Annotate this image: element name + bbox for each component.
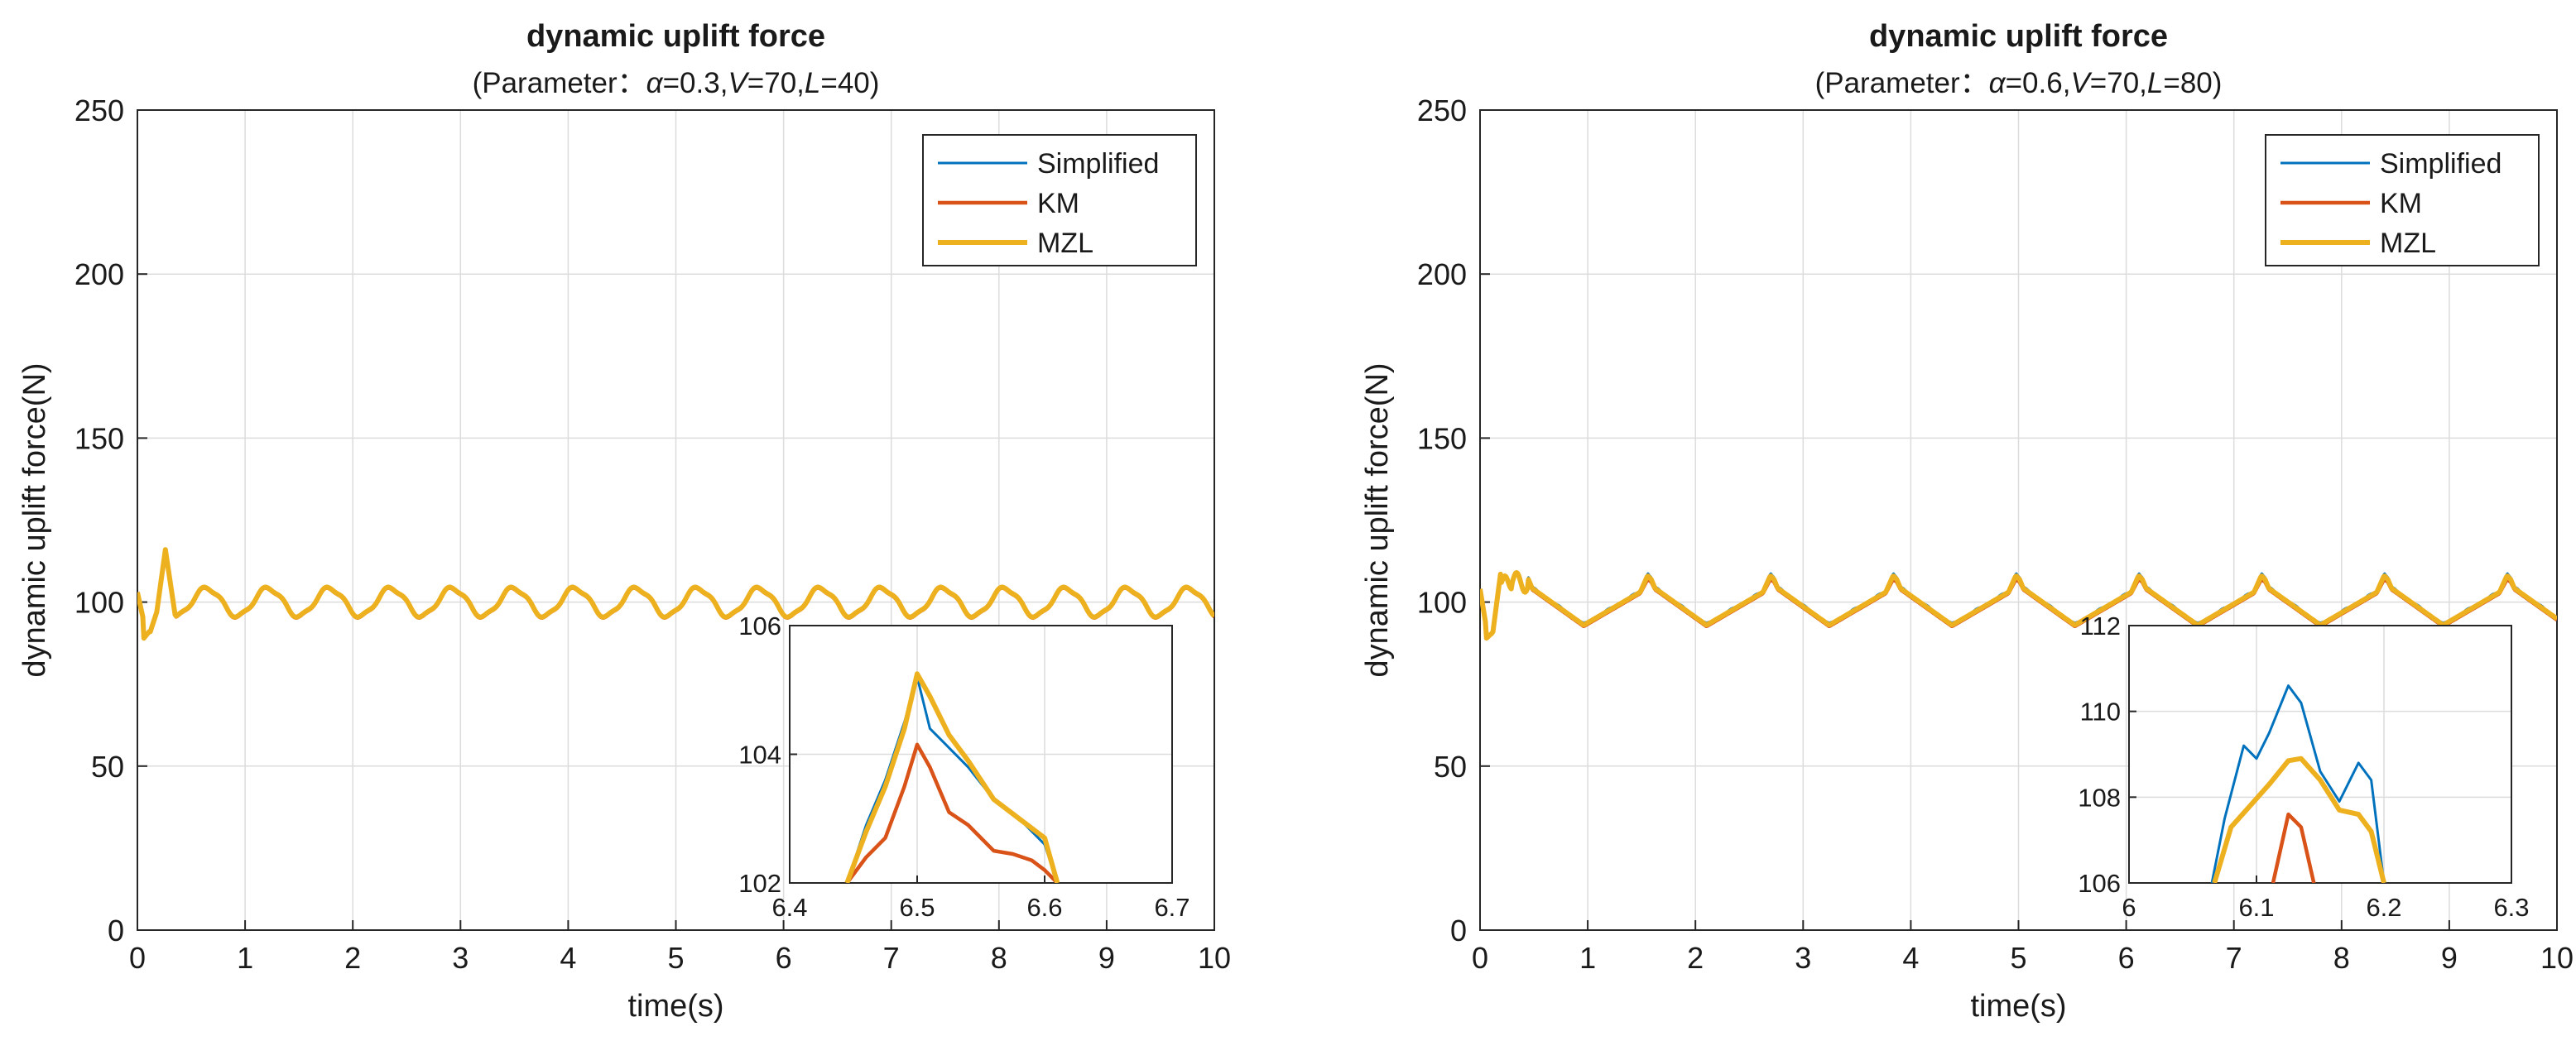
subtitle-part: =70, (2090, 67, 2147, 99)
x-tick-label: 4 (1902, 941, 1919, 975)
inset-y-tick-label: 104 (738, 741, 781, 770)
inset-series-simplified (2210, 684, 2386, 883)
legend-label: KM (1037, 188, 1079, 219)
x-tick-label: 8 (2333, 941, 2350, 975)
inset-y-tick-label: 112 (2080, 612, 2121, 640)
subtitle-part: (Parameter： (1815, 67, 1989, 99)
inset-series-km (845, 742, 1060, 883)
inset-x-tick-label: 6.2 (2366, 893, 2401, 922)
subtitle-part: =0.3, (663, 67, 728, 99)
x-tick-label: 1 (1579, 941, 1596, 975)
inset-y-tick-label: 102 (738, 869, 781, 898)
subtitle-part: =0.6, (2006, 67, 2071, 99)
y-tick-label: 50 (1434, 750, 1467, 784)
x-tick-label: 6 (2118, 941, 2135, 975)
x-axis-label: time(s) (1970, 989, 2066, 1024)
inset-area (2129, 626, 2511, 883)
subtitle-part: =80) (2163, 67, 2222, 99)
subtitle-part: V (2070, 67, 2093, 99)
subtitle-part: L (805, 67, 820, 99)
x-tick-label: 0 (129, 941, 146, 975)
y-tick-label: 200 (74, 257, 124, 291)
y-tick-label: 100 (74, 586, 124, 620)
x-tick-label: 3 (452, 941, 469, 975)
x-tick-label: 8 (991, 941, 1007, 975)
x-tick-label: 10 (2540, 941, 2574, 975)
chart-subtitle: (Parameter：α=0.3,V=70,L=40) (473, 67, 880, 99)
chart-subtitle: (Parameter：α=0.6,V=70,L=80) (1815, 67, 2223, 99)
y-tick-label: 250 (74, 94, 124, 127)
y-tick-label: 150 (74, 421, 124, 455)
subtitle-part: =70, (747, 67, 805, 99)
inset-x-tick-label: 6.7 (1154, 893, 1189, 922)
inset-x-tick-label: 6.5 (899, 893, 935, 922)
inset-y-tick-label: 106 (738, 612, 781, 640)
chart-title: dynamic uplift force (1869, 19, 2168, 54)
legend-label: MZL (2380, 228, 2436, 259)
x-tick-label: 0 (1472, 941, 1488, 975)
inset-x-tick-label: 6.4 (771, 893, 807, 922)
x-tick-label: 2 (344, 941, 361, 975)
subtitle-part: α (646, 67, 664, 99)
inset-series-mzl (2212, 756, 2386, 883)
y-axis-label: dynamic uplift force(N) (17, 362, 52, 677)
x-tick-label: 10 (1198, 941, 1231, 975)
inset-series-km (2271, 812, 2316, 883)
inset-y-tick-label: 110 (2080, 698, 2121, 727)
series-line-mzl (1480, 569, 2557, 641)
y-tick-label: 200 (1417, 257, 1467, 291)
y-tick-label: 0 (1450, 914, 1467, 947)
y-axis-label: dynamic uplift force(N) (1360, 362, 1395, 677)
x-tick-label: 6 (776, 941, 792, 975)
inset-y-tick-label: 108 (2078, 783, 2121, 812)
inset-x-tick-label: 6 (2122, 893, 2136, 922)
x-tick-label: 7 (883, 941, 900, 975)
x-tick-label: 3 (1795, 941, 1811, 975)
x-tick-label: 5 (667, 941, 684, 975)
chart-title: dynamic uplift force (526, 19, 825, 54)
subtitle-part: α (1989, 67, 2006, 99)
legend-label: MZL (1037, 228, 1093, 259)
x-tick-label: 9 (1098, 941, 1115, 975)
inset-x-tick-label: 6.3 (2493, 893, 2529, 922)
x-tick-label: 7 (2226, 941, 2242, 975)
inset-x-tick-label: 6.6 (1026, 893, 1062, 922)
legend-label: Simplified (1037, 148, 1159, 180)
x-tick-label: 1 (237, 941, 253, 975)
subtitle-part: V (728, 67, 750, 99)
legend-label: KM (2380, 188, 2422, 219)
y-tick-label: 0 (108, 914, 124, 947)
x-axis-label: time(s) (627, 989, 723, 1024)
inset-series-mzl (844, 671, 1060, 883)
y-tick-label: 150 (1417, 421, 1467, 455)
y-tick-label: 50 (91, 750, 124, 784)
inset-box (2128, 625, 2512, 884)
subtitle-part: =40) (820, 67, 879, 99)
inset-chart: 6.4 6.5 6.6 6.7 102 104 106 (738, 612, 1189, 922)
series-line-mzl (137, 547, 1214, 641)
legend-label: Simplified (2380, 148, 2502, 180)
x-tick-label: 9 (2441, 941, 2458, 975)
inset-chart: 6 6.1 6.2 6.3 106 108 110 112 (2078, 612, 2529, 922)
y-tick-label: 250 (1417, 94, 1467, 127)
y-tick-label: 100 (1417, 586, 1467, 620)
subtitle-part: (Parameter： (473, 67, 646, 99)
inset-x-tick-label: 6.1 (2238, 893, 2274, 922)
subtitle-part: L (2147, 67, 2163, 99)
x-tick-label: 4 (560, 941, 576, 975)
inset-y-tick-label: 106 (2078, 869, 2121, 898)
x-tick-label: 2 (1687, 941, 1704, 975)
x-tick-label: 5 (2010, 941, 2026, 975)
